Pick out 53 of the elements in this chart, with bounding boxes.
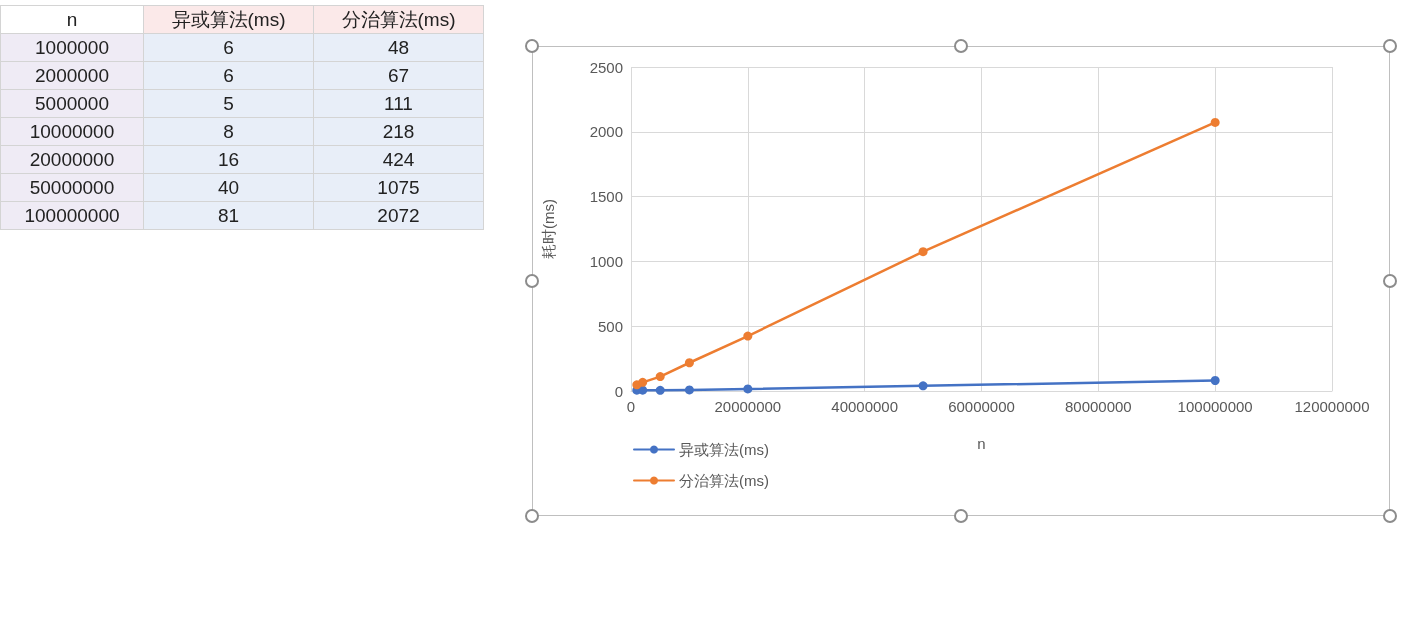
y-tick-label: 2000: [589, 123, 623, 141]
y-tick-label: 1000: [589, 252, 623, 270]
x-tick-label: 80000000: [1064, 398, 1132, 415]
x-tick-label: 100000000: [1177, 398, 1253, 415]
y-tick-label: 0: [614, 382, 623, 400]
x-tick-label: 40000000: [831, 398, 899, 415]
category-label: 20000000: [0, 145, 144, 174]
category-label: 50000000: [0, 173, 144, 202]
point: [638, 377, 648, 387]
x-tick-label: 0: [626, 398, 636, 415]
series-label: 异或算法(ms): [143, 5, 314, 34]
data-label: 81: [143, 201, 314, 230]
point: [918, 381, 928, 391]
data-label: 111: [313, 89, 484, 118]
x-axis-title: n: [977, 435, 986, 452]
data-label: 424: [313, 145, 484, 174]
point: [918, 247, 928, 257]
point: [684, 358, 694, 368]
data-label: 6: [143, 61, 314, 90]
data-label: 5: [143, 89, 314, 118]
point: [1210, 117, 1220, 127]
y-axis-title: 耗时(ms): [540, 199, 557, 259]
category-label: 100000000: [0, 201, 144, 230]
data-label: 6: [143, 33, 314, 62]
point: [684, 385, 694, 395]
point: [655, 385, 665, 395]
series-label: 分治算法(ms): [313, 5, 484, 34]
data-label: 16: [143, 145, 314, 174]
category-label: 1000000: [0, 33, 144, 62]
data-label: 1075: [313, 173, 484, 202]
data-label: 8: [143, 117, 314, 146]
y-tick-label: 1500: [589, 188, 623, 206]
point: [638, 385, 648, 395]
data-label: 2072: [313, 201, 484, 230]
x-tick-label: 20000000: [714, 398, 782, 415]
point: [743, 384, 753, 394]
data-label: 218: [313, 117, 484, 146]
data-label: 48: [313, 33, 484, 62]
legend-label: 异或算法(ms): [679, 441, 769, 458]
data-label: 40: [143, 173, 314, 202]
x-tick-label: 60000000: [948, 398, 1015, 415]
text: n: [0, 5, 144, 34]
y-tick-label: 2500: [589, 58, 623, 76]
x-tick-label: 120000000: [1294, 398, 1370, 415]
category-label: 5000000: [0, 89, 144, 118]
data-label: 67: [313, 61, 484, 90]
point: [655, 372, 665, 382]
category-label: 2000000: [0, 61, 144, 90]
point: [743, 331, 753, 341]
y-tick-label: 500: [597, 317, 623, 335]
category-label: 10000000: [0, 117, 144, 146]
point: [1210, 376, 1220, 385]
legend-label: 分治算法(ms): [679, 472, 769, 489]
